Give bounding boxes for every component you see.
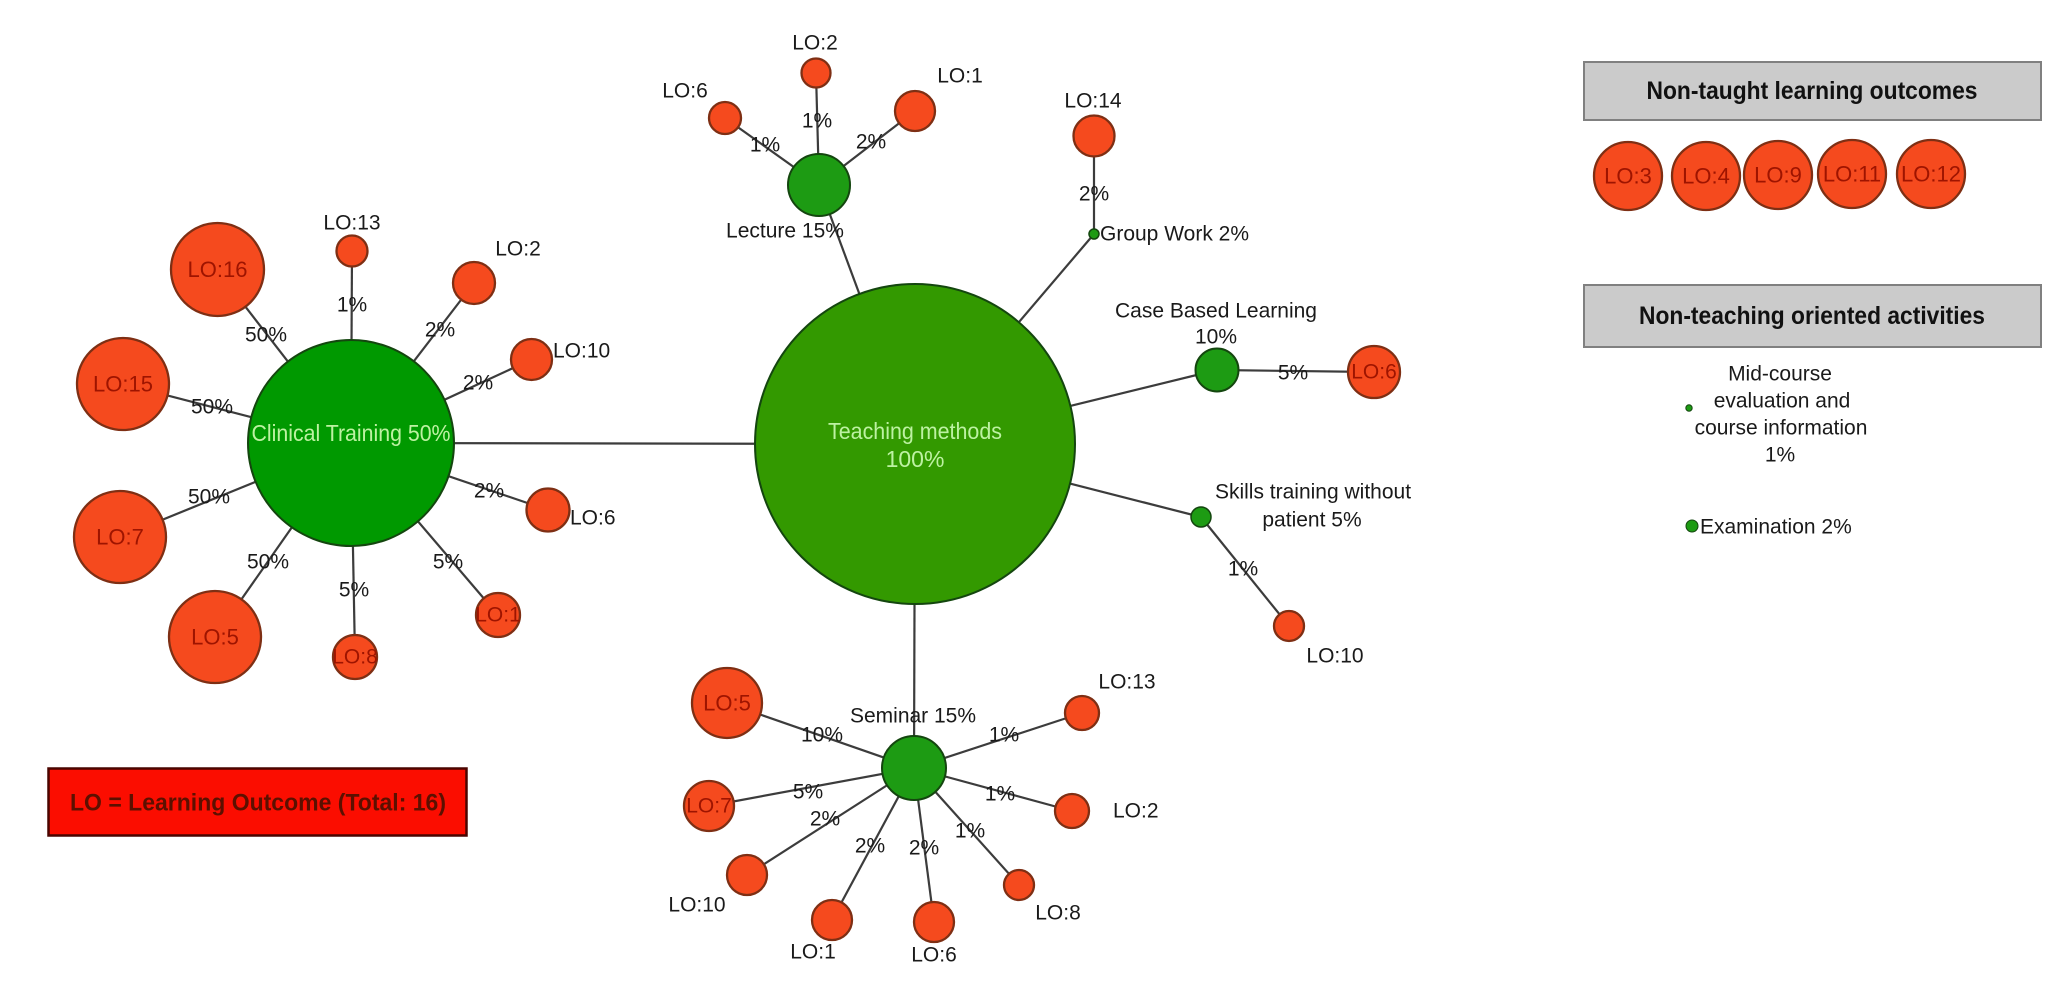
- svg-text:Clinical Training 50%: Clinical Training 50%: [252, 420, 451, 446]
- svg-text:1%: 1%: [802, 110, 832, 133]
- svg-text:LO:12: LO:12: [1901, 162, 1961, 187]
- svg-text:Teaching methods: Teaching methods: [828, 418, 1002, 444]
- svg-text:evaluation and: evaluation and: [1714, 390, 1851, 413]
- svg-text:1%: 1%: [989, 724, 1019, 747]
- svg-text:Case Based Learning: Case Based Learning: [1115, 300, 1317, 323]
- svg-text:LO = Learning Outcome (Total:: LO = Learning Outcome (Total: 16): [70, 790, 446, 817]
- svg-text:1%: 1%: [1765, 444, 1795, 467]
- svg-text:Mid-course: Mid-course: [1728, 363, 1832, 386]
- svg-text:LO:1: LO:1: [790, 941, 836, 964]
- svg-text:10%: 10%: [1195, 326, 1237, 349]
- svg-text:LO:6: LO:6: [911, 944, 957, 967]
- svg-text:50%: 50%: [245, 324, 287, 347]
- svg-text:LO:10: LO:10: [1306, 645, 1363, 668]
- svg-text:1%: 1%: [750, 134, 780, 157]
- svg-text:LO:13: LO:13: [323, 212, 380, 235]
- svg-text:10%: 10%: [801, 724, 843, 747]
- svg-text:LO:5: LO:5: [703, 691, 751, 716]
- svg-text:LO:6: LO:6: [570, 507, 616, 530]
- svg-text:Seminar 15%: Seminar 15%: [850, 705, 976, 728]
- svg-text:1%: 1%: [955, 820, 985, 843]
- svg-text:LO:2: LO:2: [495, 238, 541, 261]
- svg-text:LO:5: LO:5: [191, 625, 239, 650]
- svg-text:1%: 1%: [985, 783, 1015, 806]
- svg-text:LO:6: LO:6: [662, 80, 708, 103]
- svg-text:LO:6: LO:6: [1351, 361, 1397, 384]
- svg-text:LO:10: LO:10: [553, 340, 610, 363]
- svg-text:LO:9: LO:9: [1754, 163, 1802, 188]
- svg-text:2%: 2%: [909, 837, 939, 860]
- svg-text:LO:8: LO:8: [332, 646, 378, 669]
- svg-text:LO:1: LO:1: [475, 604, 521, 627]
- svg-text:LO:11: LO:11: [1823, 162, 1881, 187]
- svg-text:2%: 2%: [1079, 183, 1109, 206]
- svg-text:LO:7: LO:7: [686, 795, 732, 818]
- svg-text:LO:2: LO:2: [1113, 800, 1159, 823]
- svg-text:50%: 50%: [188, 486, 230, 509]
- svg-text:Lecture 15%: Lecture 15%: [726, 220, 844, 243]
- svg-text:5%: 5%: [339, 579, 369, 602]
- svg-text:patient 5%: patient 5%: [1262, 509, 1361, 532]
- svg-text:2%: 2%: [856, 131, 886, 154]
- svg-text:Non-taught learning outcomes: Non-taught learning outcomes: [1647, 77, 1978, 105]
- svg-text:50%: 50%: [247, 551, 289, 574]
- svg-text:1%: 1%: [337, 294, 367, 317]
- svg-text:2%: 2%: [855, 835, 885, 858]
- svg-text:LO:16: LO:16: [188, 257, 248, 282]
- svg-text:LO:2: LO:2: [792, 32, 838, 55]
- svg-text:LO:7: LO:7: [96, 525, 144, 550]
- svg-text:LO:14: LO:14: [1064, 90, 1122, 113]
- svg-text:1%: 1%: [1228, 558, 1258, 581]
- svg-text:Non-teaching oriented activiti: Non-teaching oriented activities: [1639, 302, 1985, 330]
- svg-text:Skills training without: Skills training without: [1215, 481, 1411, 504]
- svg-text:LO:4: LO:4: [1682, 164, 1730, 189]
- svg-text:LO:10: LO:10: [668, 894, 725, 917]
- svg-text:LO:1: LO:1: [937, 65, 983, 88]
- svg-text:5%: 5%: [433, 551, 463, 574]
- svg-text:100%: 100%: [886, 446, 945, 472]
- svg-text:LO:13: LO:13: [1098, 671, 1155, 694]
- svg-text:course information: course information: [1695, 417, 1868, 440]
- svg-text:50%: 50%: [191, 396, 233, 419]
- svg-text:2%: 2%: [463, 372, 493, 395]
- svg-text:5%: 5%: [1278, 362, 1308, 385]
- svg-text:5%: 5%: [793, 781, 823, 804]
- svg-text:LO:15: LO:15: [93, 372, 153, 397]
- svg-text:Group Work 2%: Group Work 2%: [1100, 223, 1249, 246]
- svg-text:2%: 2%: [425, 319, 455, 342]
- svg-text:2%: 2%: [810, 808, 840, 831]
- svg-text:Examination 2%: Examination 2%: [1700, 516, 1852, 539]
- svg-text:LO:3: LO:3: [1604, 164, 1652, 189]
- svg-text:2%: 2%: [474, 480, 504, 503]
- svg-text:LO:8: LO:8: [1035, 902, 1081, 925]
